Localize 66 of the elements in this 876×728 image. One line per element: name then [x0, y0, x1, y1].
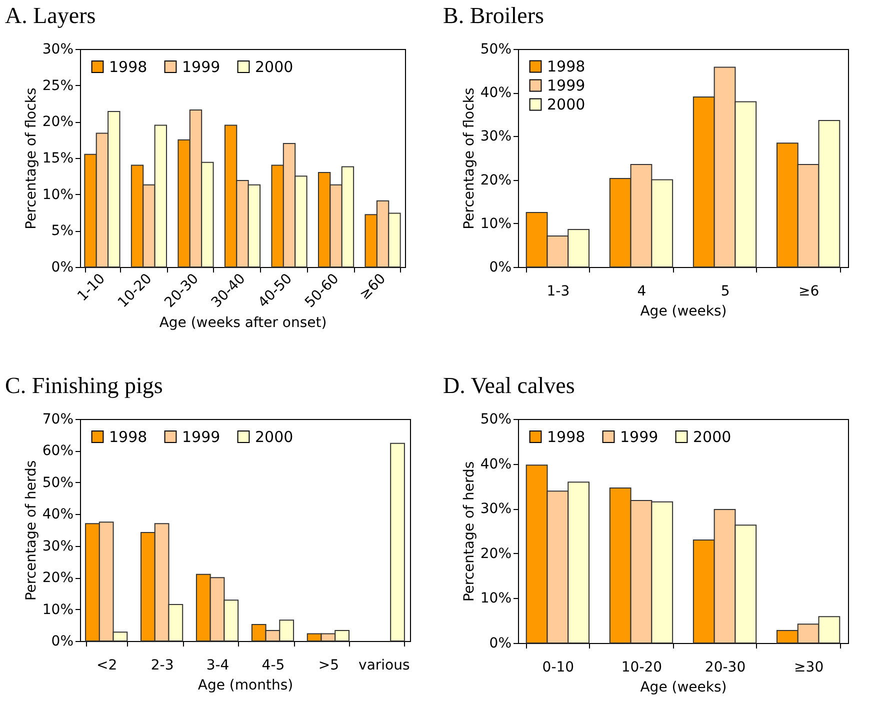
x-tick-label: <2 — [96, 658, 118, 674]
legend-label: 2000 — [255, 428, 294, 446]
x-tick-label: 1-3 — [546, 284, 570, 300]
y-tick-label: 10% — [42, 602, 74, 618]
chart-title: B. Broilers — [443, 3, 544, 28]
y-tick-label: 20% — [480, 172, 512, 188]
x-axis-title: Age (months) — [198, 678, 294, 694]
y-tick-label: 30% — [480, 501, 512, 518]
y-tick-label: 70% — [42, 412, 74, 428]
y-tick-label: 15% — [42, 150, 74, 166]
legend-label: 1999 — [182, 428, 220, 446]
legend-label: 1999 — [182, 58, 220, 76]
y-tick-label: 50% — [42, 474, 74, 491]
y-tick-label: 40% — [480, 85, 512, 102]
bar — [390, 442, 405, 642]
x-tick-label: 2-3 — [150, 658, 174, 674]
x-tick-label: ≥6 — [798, 284, 820, 300]
y-tick-label: 10% — [480, 590, 512, 607]
x-tick-label: 3-4 — [206, 658, 230, 674]
x-tick-label: 4-5 — [262, 658, 285, 674]
x-tick-label: 0-10 — [542, 660, 574, 676]
x-axis-title: Age (weeks after onset) — [159, 315, 327, 332]
legend-label: 1999 — [547, 76, 586, 94]
y-axis-title: Percentage of herds — [23, 460, 40, 601]
y-tick-label: 20% — [480, 546, 512, 562]
y-axis-title: Percentage of flocks — [23, 88, 40, 230]
x-tick-label: 5 — [720, 284, 730, 300]
x-axis-title: Age (weeks) — [640, 680, 727, 696]
y-tick-label: 30% — [42, 538, 74, 554]
y-tick-label: 50% — [480, 42, 512, 58]
legend-label: 1998 — [547, 58, 586, 76]
legend-label: 1998 — [109, 58, 148, 76]
y-tick-label: 20% — [42, 570, 74, 586]
y-axis-title: Percentage of herds — [461, 461, 478, 602]
x-tick-label: 10-20 — [621, 660, 662, 676]
y-axis-title: Percentage of flocks — [461, 88, 478, 230]
y-tick-label: 25% — [42, 78, 74, 94]
y-tick-label: 20% — [42, 114, 74, 130]
legend-label: 1999 — [620, 428, 658, 446]
legend-label: 2000 — [547, 96, 586, 114]
y-tick-label: 0% — [489, 636, 512, 652]
y-tick-label: 10% — [42, 186, 74, 203]
y-tick-label: 60% — [42, 443, 74, 460]
chart-title: C. Finishing pigs — [5, 373, 163, 398]
chart-title: A. Layers — [5, 3, 96, 28]
y-tick-label: 30% — [42, 42, 74, 58]
x-tick-label: ≥30 — [794, 660, 824, 676]
x-axis-title: Age (weeks) — [640, 304, 727, 320]
x-tick-label: >5 — [318, 658, 340, 674]
y-tick-label: 0% — [489, 260, 512, 276]
x-tick-label: 4 — [637, 284, 646, 300]
y-tick-label: 0% — [51, 634, 74, 650]
chart-title: D. Veal calves — [443, 373, 575, 398]
legend-label: 2000 — [693, 428, 732, 446]
x-tick-label: various — [358, 658, 410, 674]
y-tick-label: 40% — [480, 456, 512, 472]
y-tick-label: 40% — [42, 506, 74, 523]
legend-label: 1998 — [547, 428, 586, 446]
x-tick-label: 20-30 — [704, 660, 746, 676]
y-tick-label: 50% — [480, 412, 512, 428]
y-tick-label: 0% — [51, 260, 74, 276]
y-tick-label: 5% — [51, 223, 74, 240]
y-tick-label: 10% — [480, 216, 512, 232]
legend-label: 2000 — [255, 58, 294, 76]
legend-label: 1998 — [109, 428, 148, 446]
y-tick-label: 30% — [480, 128, 512, 145]
